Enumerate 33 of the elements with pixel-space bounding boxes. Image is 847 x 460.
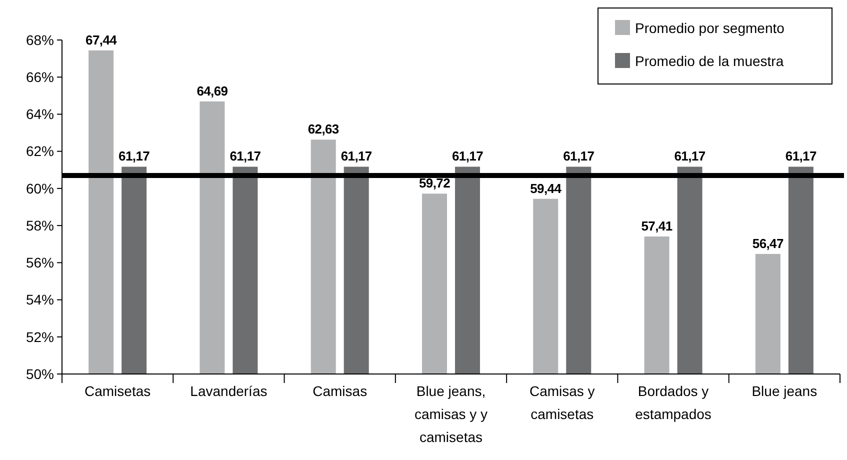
data-label: 61,17 [230,148,261,164]
x-tick-label: Blue jeans, camisas y y camisetas [414,383,488,445]
y-tick-label: 68% [26,32,54,48]
y-tick-label: 56% [26,254,54,271]
data-label: 61,17 [340,148,372,164]
data-label: 56,47 [752,236,784,251]
data-label: 61,17 [674,148,706,164]
y-tick-label: 50% [26,366,54,382]
data-label: 64,69 [196,83,228,98]
data-label: 61,17 [452,148,484,164]
y-tick-label: 58% [26,217,54,234]
data-label: 59,72 [418,176,450,191]
x-tick-label: Blue jeans [752,383,818,399]
x-tick-label: Bordados y estampados [635,383,712,422]
data-label: 61,17 [785,148,817,164]
legend-label: Promedio de la muestra [635,52,784,69]
data-label: 61,17 [563,148,594,164]
y-tick-label: 66% [26,69,54,86]
x-tick-label: Lavanderías [190,383,268,399]
y-tick-label: 54% [26,292,54,308]
data-label: 59,44 [530,180,562,196]
data-label: 62,63 [308,122,339,137]
legend-label: Promedio por segmento [635,20,785,36]
x-tick-label: Camisas y camisetas [529,383,595,422]
data-label: 57,41 [641,218,672,234]
y-tick-label: 52% [26,328,54,345]
data-label: 67,44 [86,32,118,48]
x-tick-label: Camisas [312,383,368,399]
y-tick-label: 60% [26,180,54,196]
y-tick-label: 62% [26,143,54,160]
data-label: 61,17 [118,148,150,164]
y-tick-label: 64% [26,106,54,122]
x-tick-label: Camisetas [84,383,151,399]
